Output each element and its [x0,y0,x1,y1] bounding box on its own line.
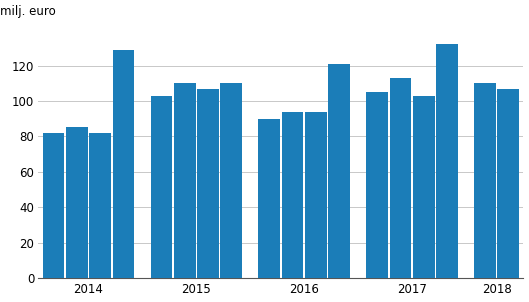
Bar [258,119,280,278]
Bar [197,88,219,278]
Bar [174,83,196,278]
Bar [497,88,519,278]
Bar [329,64,350,278]
Bar [413,96,435,278]
Bar [151,96,172,278]
Text: milj. euro: milj. euro [0,5,56,18]
Bar [43,133,65,278]
Bar [282,111,304,278]
Bar [436,44,458,278]
Bar [389,78,411,278]
Bar [89,133,111,278]
Bar [113,50,134,278]
Bar [66,127,88,278]
Bar [221,83,242,278]
Bar [305,111,327,278]
Bar [474,83,496,278]
Bar [366,92,388,278]
